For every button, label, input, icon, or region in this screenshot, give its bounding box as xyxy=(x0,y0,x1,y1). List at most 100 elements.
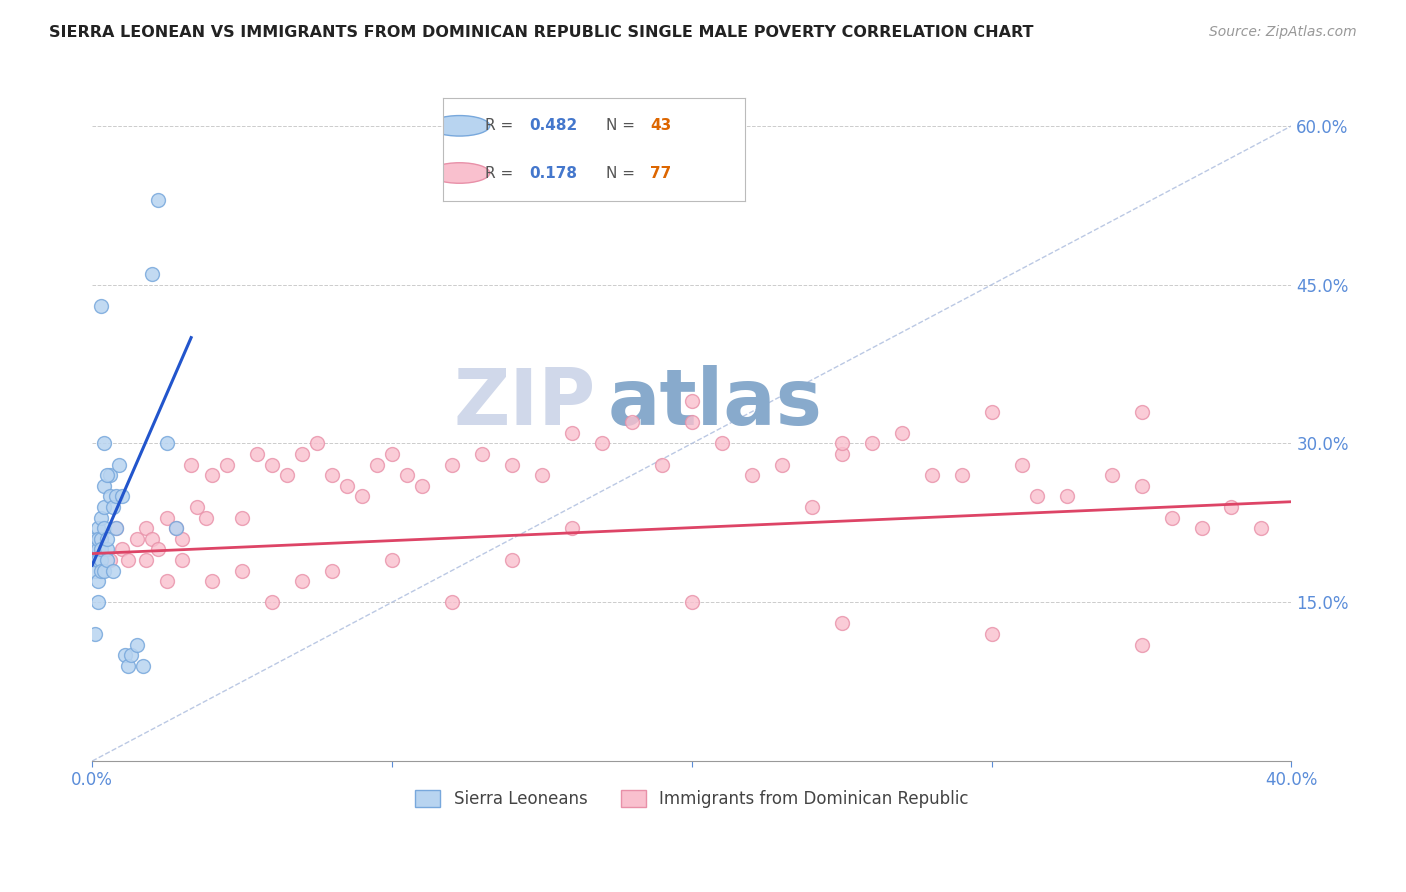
Point xyxy=(98,468,121,483)
Text: 77: 77 xyxy=(650,166,671,180)
Point xyxy=(471,447,494,461)
Point xyxy=(172,553,194,567)
Point xyxy=(105,490,128,504)
Point xyxy=(186,500,208,514)
Point xyxy=(101,564,124,578)
Point xyxy=(980,627,1002,641)
Point xyxy=(96,532,118,546)
Point xyxy=(276,468,298,483)
Point xyxy=(87,521,110,535)
Point xyxy=(156,510,179,524)
Point xyxy=(108,458,131,472)
Point xyxy=(96,542,118,557)
Point xyxy=(651,458,673,472)
Point xyxy=(1130,405,1153,419)
Text: 43: 43 xyxy=(650,119,671,133)
Point xyxy=(321,468,343,483)
Circle shape xyxy=(429,116,489,136)
Point xyxy=(262,458,284,472)
Point xyxy=(305,436,328,450)
Point xyxy=(90,299,112,313)
Point xyxy=(201,574,224,588)
Point xyxy=(96,553,118,567)
Point xyxy=(501,458,523,472)
Text: 0.178: 0.178 xyxy=(529,166,576,180)
Point xyxy=(84,627,107,641)
Point xyxy=(98,553,121,567)
Circle shape xyxy=(429,162,489,183)
Point xyxy=(501,553,523,567)
Point xyxy=(890,425,912,440)
Point xyxy=(87,553,110,567)
Point xyxy=(381,447,404,461)
Text: atlas: atlas xyxy=(607,365,823,442)
Point xyxy=(84,564,107,578)
Point xyxy=(1191,521,1213,535)
Point xyxy=(681,394,703,409)
Text: R =: R = xyxy=(485,119,519,133)
Point xyxy=(117,553,139,567)
Point xyxy=(201,468,224,483)
Point xyxy=(105,521,128,535)
Point xyxy=(180,458,202,472)
Point xyxy=(1011,458,1033,472)
Point xyxy=(710,436,733,450)
Point xyxy=(120,648,142,663)
Point xyxy=(93,436,115,450)
Point xyxy=(195,510,218,524)
Point xyxy=(90,510,112,524)
Point xyxy=(135,553,157,567)
Point xyxy=(1130,479,1153,493)
Point xyxy=(1250,521,1272,535)
Point xyxy=(93,500,115,514)
Point xyxy=(800,500,823,514)
Point xyxy=(561,425,583,440)
Point xyxy=(172,532,194,546)
Point xyxy=(111,490,134,504)
Point xyxy=(231,510,253,524)
Point xyxy=(98,490,121,504)
Point xyxy=(366,458,388,472)
Point xyxy=(114,648,136,663)
Point xyxy=(127,638,149,652)
Point xyxy=(1056,490,1078,504)
Point xyxy=(165,521,187,535)
Text: N =: N = xyxy=(606,166,640,180)
Point xyxy=(831,447,853,461)
Point xyxy=(262,595,284,609)
Point xyxy=(1220,500,1243,514)
Point xyxy=(530,468,553,483)
Point xyxy=(93,479,115,493)
Point xyxy=(156,436,179,450)
Point xyxy=(921,468,943,483)
Point xyxy=(291,574,314,588)
Point xyxy=(117,658,139,673)
Point xyxy=(141,267,163,281)
Point xyxy=(90,564,112,578)
Point xyxy=(217,458,239,472)
Point xyxy=(146,193,169,207)
Point xyxy=(411,479,433,493)
Text: ZIP: ZIP xyxy=(454,365,596,442)
Point xyxy=(146,542,169,557)
Point xyxy=(860,436,883,450)
Point xyxy=(90,542,112,557)
Point xyxy=(246,447,269,461)
Point xyxy=(440,458,463,472)
Point xyxy=(87,532,110,546)
Point xyxy=(591,436,613,450)
Point xyxy=(291,447,314,461)
Point xyxy=(132,658,155,673)
Point xyxy=(141,532,163,546)
Point xyxy=(93,564,115,578)
Point xyxy=(440,595,463,609)
Point xyxy=(135,521,157,535)
Point xyxy=(87,574,110,588)
Point xyxy=(950,468,973,483)
Point xyxy=(127,532,149,546)
Text: R =: R = xyxy=(485,166,519,180)
Point xyxy=(336,479,359,493)
Point xyxy=(980,405,1002,419)
Point xyxy=(111,542,134,557)
Point xyxy=(681,595,703,609)
